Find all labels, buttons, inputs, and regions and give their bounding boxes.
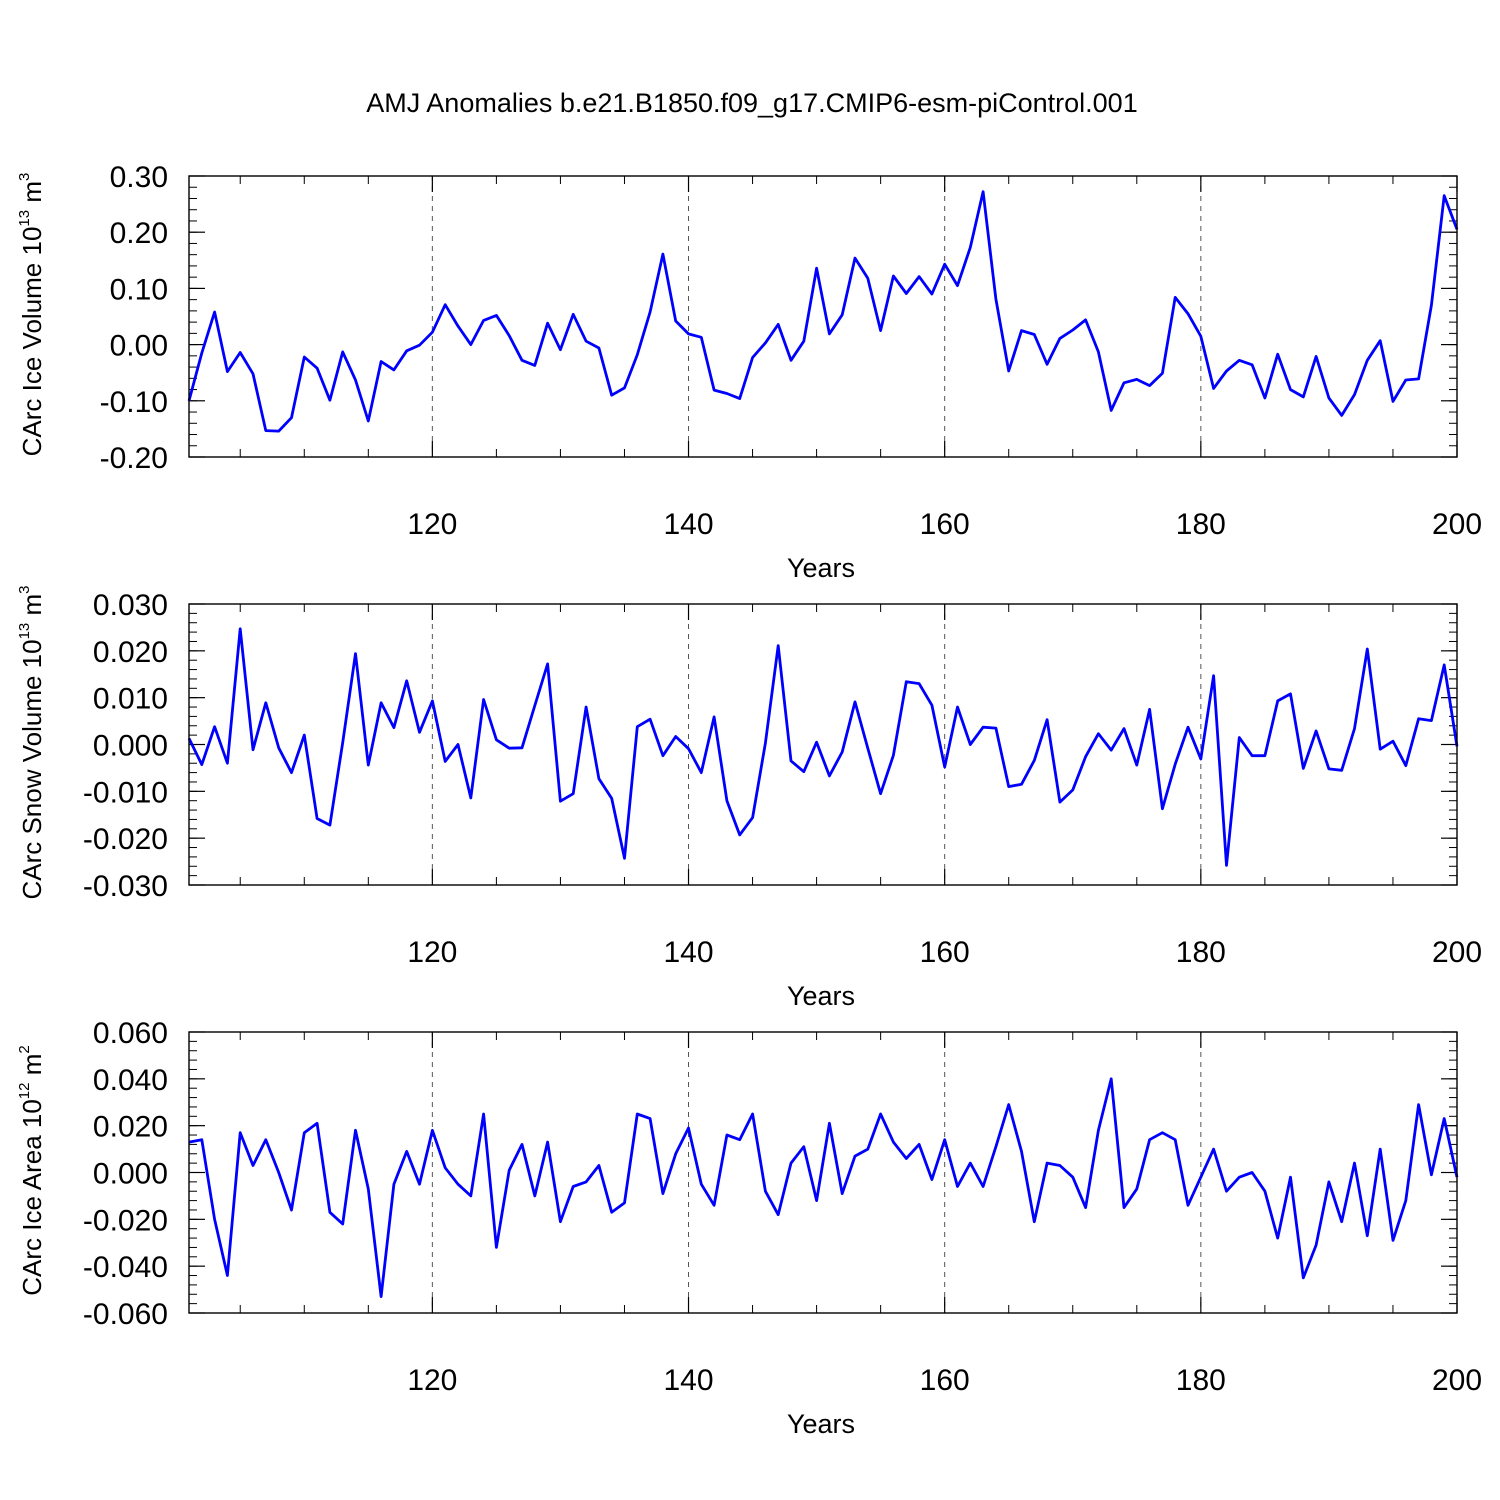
series-line-ice-volume	[187, 190, 1459, 433]
x-tick-label: 180	[1176, 936, 1226, 969]
y-tick-label: 0.010	[93, 683, 168, 716]
x-tick-label: 120	[407, 508, 457, 541]
y-tick-label: 0.020	[93, 636, 168, 669]
x-axis-title: Years	[787, 981, 855, 1011]
y-tick-label: -0.060	[83, 1298, 168, 1331]
y-axis-title: CArc Ice Volume 1013 m3	[16, 173, 47, 457]
x-axis-title: Years	[787, 553, 855, 583]
panel-snow-volume: -0.030 -0.020 -0.010 0.000 0.010 0.020 0.030 1…	[16, 585, 1482, 1011]
chart-title: AMJ Anomalies b.e21.B1850.f09_g17.CMIP6-…	[366, 88, 1137, 118]
minor-ticks	[189, 176, 1457, 457]
x-tick-labels: 120 140 160 180 200	[407, 936, 1482, 969]
x-tick-label: 200	[1432, 936, 1482, 969]
y-axis-title-exponent: 12	[16, 1083, 33, 1100]
x-tick-label: 140	[663, 936, 713, 969]
y-tick-label: 0.060	[93, 1017, 168, 1050]
y-axis-title-text: CArc Ice Volume 10	[17, 227, 47, 457]
x-tick-labels: 120 140 160 180 200	[407, 508, 1482, 541]
plot-frame	[188, 175, 1458, 458]
panel-ice-volume: -0.20 -0.10 0.00 0.10 0.20 0.30 120 140 160 180 2…	[16, 161, 1482, 583]
y-tick-label: 0.30	[110, 161, 168, 194]
y-tick-label: 0.000	[93, 1158, 168, 1191]
series-line-snow-volume	[187, 627, 1459, 867]
y-axis-title-text: CArc Ice Area 10	[17, 1099, 47, 1296]
y-axis-title: CArc Snow Volume 1013 m3	[16, 585, 47, 899]
y-axis-title-exponent: 13	[16, 210, 33, 227]
y-tick-label: 0.00	[110, 330, 168, 363]
x-tick-label: 140	[663, 1364, 713, 1397]
y-tick-label: -0.10	[100, 386, 168, 419]
y-tick-label: -0.20	[100, 442, 168, 475]
y-axis-title-unit: m	[17, 1054, 47, 1076]
y-axis-title-unit-exponent: 3	[16, 173, 33, 181]
plot-frame	[188, 603, 1458, 886]
x-tick-label: 200	[1432, 508, 1482, 541]
x-tick-label: 140	[663, 508, 713, 541]
major-ticks	[189, 175, 1458, 458]
series-line-ice-area	[188, 1077, 1459, 1298]
y-tick-label: -0.030	[83, 870, 168, 903]
panel-ice-area: -0.060 -0.040 -0.020 0.000 0.020 0.040 0.060 1…	[16, 1017, 1482, 1439]
y-axis-title-unit-exponent: 3	[16, 585, 33, 593]
plot-frame	[188, 1031, 1458, 1314]
grid-lines	[431, 176, 1202, 457]
y-tick-label: 0.020	[93, 1111, 168, 1144]
y-axis-title-text: CArc Snow Volume 10	[17, 639, 47, 899]
x-tick-label: 180	[1176, 1364, 1226, 1397]
y-tick-label: -0.010	[83, 776, 168, 809]
y-tick-label: -0.040	[83, 1251, 168, 1284]
x-tick-label: 180	[1176, 508, 1226, 541]
y-axis-title: CArc Ice Area 1012 m2	[16, 1045, 47, 1295]
y-axis-title-unit: m	[17, 181, 47, 203]
y-tick-label: -0.020	[83, 1204, 168, 1237]
grid-lines	[431, 1032, 1202, 1313]
y-tick-labels: -0.20 -0.10 0.00 0.10 0.20 0.30	[100, 161, 168, 475]
x-axis-title: Years	[787, 1409, 855, 1439]
y-tick-labels: -0.030 -0.020 -0.010 0.000 0.010 0.020 0.030	[83, 589, 168, 903]
x-tick-label: 120	[407, 936, 457, 969]
y-axis-title-unit-exponent: 2	[16, 1045, 33, 1053]
y-axis-title-space	[17, 203, 47, 210]
y-axis-title-space	[17, 615, 47, 622]
y-tick-label: 0.20	[110, 217, 168, 250]
y-tick-label: 0.000	[93, 730, 168, 763]
y-tick-label: 0.030	[93, 589, 168, 622]
y-tick-labels: -0.060 -0.040 -0.020 0.000 0.020 0.040 0.060	[83, 1017, 168, 1331]
y-tick-label: 0.10	[110, 273, 168, 306]
x-tick-label: 200	[1432, 1364, 1482, 1397]
y-tick-label: -0.020	[83, 823, 168, 856]
y-tick-label: 0.040	[93, 1064, 168, 1097]
y-axis-title-space	[17, 1075, 47, 1082]
x-tick-label: 120	[407, 1364, 457, 1397]
x-tick-labels: 120 140 160 180 200	[407, 1364, 1482, 1397]
y-axis-title-unit: m	[17, 594, 47, 616]
y-axis-title-exponent: 13	[16, 623, 33, 640]
x-tick-label: 160	[920, 508, 970, 541]
grid-lines	[431, 604, 1202, 885]
x-tick-label: 160	[920, 1364, 970, 1397]
x-tick-label: 160	[920, 936, 970, 969]
